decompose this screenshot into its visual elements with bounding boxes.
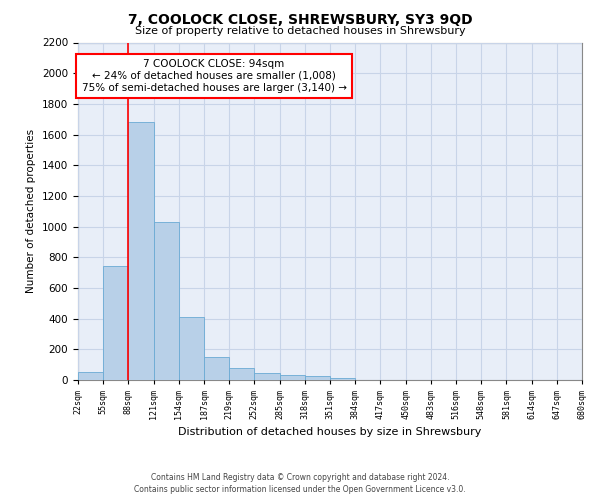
Bar [154, 222, 179, 380]
Text: 7, COOLOCK CLOSE, SHREWSBURY, SY3 9QD: 7, COOLOCK CLOSE, SHREWSBURY, SY3 9QD [128, 12, 472, 26]
Bar [330, 378, 355, 380]
Bar [78, 372, 103, 380]
Text: Contains HM Land Registry data © Crown copyright and database right 2024.
Contai: Contains HM Land Registry data © Crown c… [134, 472, 466, 494]
Bar [254, 373, 280, 380]
Y-axis label: Number of detached properties: Number of detached properties [26, 129, 37, 294]
Bar [128, 122, 154, 380]
Bar [179, 317, 204, 380]
Text: 7 COOLOCK CLOSE: 94sqm
← 24% of detached houses are smaller (1,008)
75% of semi-: 7 COOLOCK CLOSE: 94sqm ← 24% of detached… [82, 60, 347, 92]
Bar [204, 357, 229, 380]
X-axis label: Distribution of detached houses by size in Shrewsbury: Distribution of detached houses by size … [178, 428, 482, 438]
Text: Size of property relative to detached houses in Shrewsbury: Size of property relative to detached ho… [134, 26, 466, 36]
Bar [229, 368, 254, 380]
Bar [280, 374, 305, 380]
Bar [103, 266, 128, 380]
Bar [305, 376, 330, 380]
